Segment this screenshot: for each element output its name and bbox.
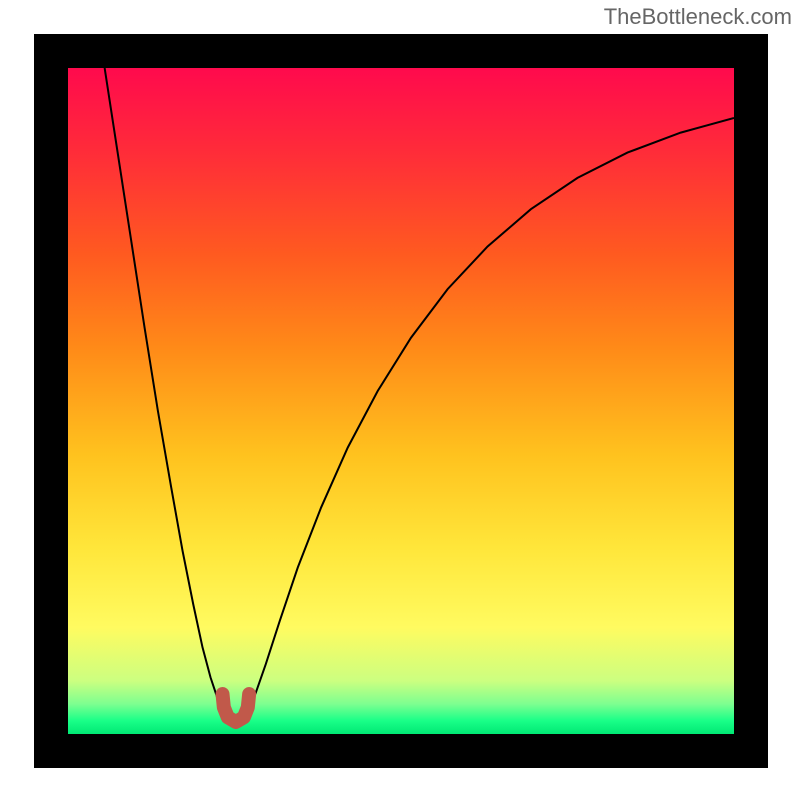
- plot-frame: [34, 34, 768, 768]
- figure-root: TheBottleneck.com: [0, 0, 800, 800]
- plot-svg: [68, 68, 734, 734]
- watermark-text: TheBottleneck.com: [604, 4, 792, 30]
- plot-background: [68, 68, 734, 734]
